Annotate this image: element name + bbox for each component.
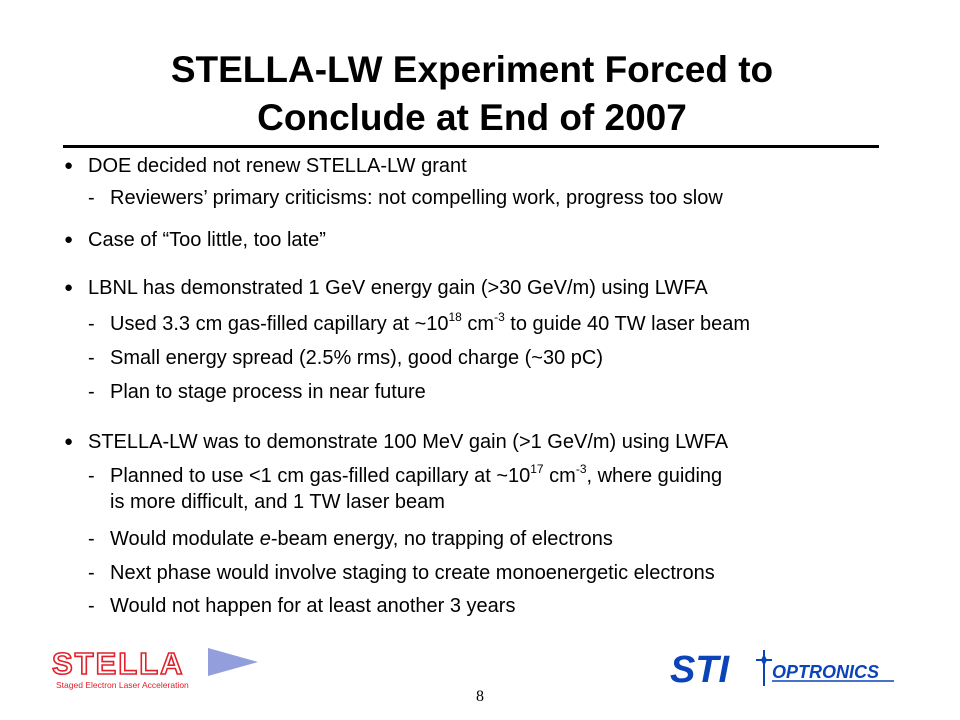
bullet-dot-icon: ● — [64, 231, 74, 248]
sub-bullet-capillary-stella: - Planned to use <1 cm gas-filled capilla… — [88, 462, 723, 488]
dash-icon: - — [88, 562, 95, 584]
sub-bullet-text: Plan to stage process in near future — [110, 381, 426, 403]
sub-bullet-modulate: - Would modulate e-beam energy, no trappi… — [88, 527, 613, 551]
text-part: -beam energy, no trapping of electrons — [270, 528, 613, 550]
bullet-lbnl: ● LBNL has demonstrated 1 GeV energy gain… — [64, 276, 708, 300]
text-part: to guide 40 TW laser beam — [504, 313, 751, 335]
text-part: cm — [543, 465, 576, 487]
sub-bullet-text: Reviewers’ primary criticisms: not compe… — [110, 187, 723, 209]
title-underline — [63, 145, 879, 148]
stella-logo: STELLA Staged Electron Laser Acceleratio… — [51, 645, 258, 690]
text-part: Would modulate — [110, 528, 260, 550]
sub-bullet-next-phase: - Next phase would involve staging to cre… — [88, 561, 715, 585]
bullet-text: DOE decided not renew STELLA-LW grant — [88, 155, 467, 177]
bullet-doe-decision: ● DOE decided not renew STELLA-LW grant — [64, 154, 467, 178]
superscript: -3 — [575, 462, 587, 476]
sub-bullet-capillary-lbnl: - Used 3.3 cm gas-filled capillary at ~10… — [88, 310, 751, 336]
dash-icon: - — [88, 347, 95, 369]
text-part: Used 3.3 cm gas-filled capillary at ~10 — [110, 313, 449, 335]
superscript: 18 — [448, 310, 462, 324]
bullet-dot-icon: ● — [64, 433, 74, 450]
dash-icon: - — [88, 595, 95, 617]
sub-bullet-text: Would not happen for at least another 3 … — [110, 595, 516, 617]
bullet-dot-icon: ● — [64, 279, 74, 296]
dash-icon: - — [88, 187, 95, 209]
stella-logo-text: STELLA — [52, 646, 185, 681]
sti-logo-subtext: OPTRONICS — [772, 662, 879, 682]
italic-e: e — [259, 528, 271, 550]
bullet-text: LBNL has demonstrated 1 GeV energy gain … — [88, 277, 708, 299]
bullet-dot-icon: ● — [64, 157, 74, 174]
sub-bullet-continuation: is more difficult, and 1 TW laser beam — [110, 491, 445, 513]
dash-icon: - — [88, 465, 95, 487]
sti-logo-text: STI — [670, 649, 731, 688]
sti-optronics-logo: STI OPTRONICS — [670, 649, 894, 688]
bullet-too-little: ● Case of “Too little, too late” — [64, 228, 326, 252]
title-line-2: Conclude at End of 2007 — [257, 97, 687, 138]
stella-arrow-icon — [208, 648, 258, 676]
superscript: 17 — [530, 462, 544, 476]
sub-bullet-energy-spread: - Small energy spread (2.5% rms), good ch… — [88, 346, 603, 370]
sub-bullet-text: Small energy spread (2.5% rms), good cha… — [110, 347, 604, 369]
dash-icon: - — [88, 313, 95, 335]
stella-logo-subtitle: Staged Electron Laser Acceleration — [56, 680, 189, 690]
text-part: , where guiding — [586, 465, 723, 487]
bullet-stella-lw: ● STELLA-LW was to demonstrate 100 MeV ga… — [64, 430, 728, 454]
sub-bullet-reviewers: - Reviewers’ primary criticisms: not comp… — [88, 186, 723, 210]
title-line-1: STELLA-LW Experiment Forced to — [170, 49, 774, 90]
dash-icon: - — [88, 528, 95, 550]
text-part: cm — [461, 313, 495, 335]
slide-title: STELLA-LW Experiment Forced to Conclude … — [0, 46, 944, 142]
bullet-text: Case of “Too little, too late” — [88, 229, 326, 251]
bullet-text: STELLA-LW was to demonstrate 100 MeV gai… — [88, 431, 729, 453]
sub-bullet-text: Next phase would involve staging to crea… — [110, 562, 715, 584]
dash-icon: - — [88, 381, 95, 403]
sub-bullet-three-years: - Would not happen for at least another 3… — [88, 594, 515, 618]
text-part: Planned to use <1 cm gas-filled capillar… — [110, 465, 531, 487]
sti-star-icon — [756, 650, 772, 686]
sub-bullet-stage-process: - Plan to stage process in near future — [88, 380, 426, 404]
page-number: 8 — [476, 688, 484, 705]
superscript: -3 — [494, 310, 505, 324]
